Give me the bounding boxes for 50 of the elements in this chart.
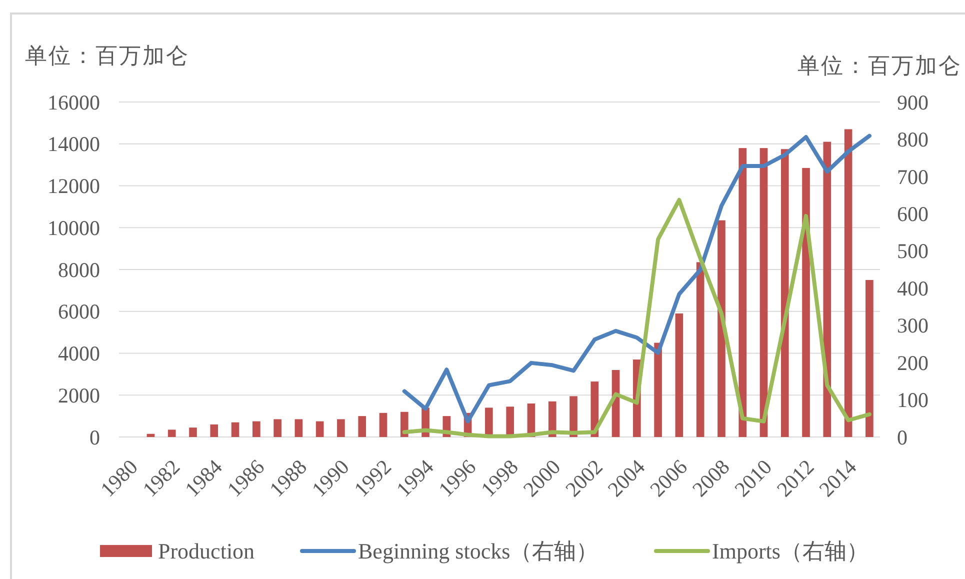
bar (231, 422, 240, 437)
bar (168, 430, 176, 437)
bar (823, 142, 832, 437)
y2-tick-label: 500 (897, 239, 928, 264)
bar (210, 424, 218, 437)
y-tick-label: 0 (90, 425, 100, 450)
bar (358, 416, 366, 437)
bar (738, 148, 747, 437)
y-axis-title: 单位：百万加仑 (25, 43, 190, 68)
y2-tick-label: 800 (897, 128, 928, 152)
y2-tick-label: 400 (897, 276, 928, 300)
bar (189, 428, 197, 437)
legend-label: Beginning stocks（右轴） (358, 538, 598, 564)
bar (337, 419, 345, 437)
line-series (402, 134, 872, 424)
y2-tick-label: 600 (897, 202, 928, 226)
bar (844, 129, 852, 437)
y2-tick-label: 0 (897, 425, 908, 450)
y2-tick-label: 700 (897, 164, 928, 189)
legend-label: Imports（右轴） (712, 538, 868, 564)
y-tick-label: 16000 (48, 90, 100, 114)
y2-tick-label: 300 (897, 314, 928, 338)
y-tick-label: 8000 (58, 258, 100, 282)
bar (718, 220, 726, 437)
y2-tick-label: 200 (897, 350, 928, 375)
y-tick-label: 6000 (58, 300, 100, 324)
bar (696, 262, 704, 437)
bar (760, 148, 768, 437)
bar (252, 421, 260, 437)
y-tick-label: 10000 (48, 216, 100, 240)
legend-label: Production (158, 538, 255, 564)
bar (780, 149, 789, 437)
y-tick-label: 2000 (58, 383, 100, 408)
bar (316, 421, 324, 437)
bar (294, 419, 303, 437)
bar (802, 168, 810, 437)
bar (274, 419, 282, 437)
y-tick-label: 14000 (48, 132, 100, 156)
y2-axis-title: 单位：百万加仑 (798, 53, 962, 78)
y2-tick-label: 100 (897, 388, 928, 412)
y2-tick-label: 900 (897, 90, 928, 114)
bar (866, 280, 874, 437)
y-tick-label: 12000 (48, 174, 100, 198)
line-series (402, 198, 872, 438)
bar (570, 396, 578, 437)
bar (675, 313, 684, 437)
y-tick-label: 4000 (58, 342, 100, 366)
bar (146, 434, 155, 437)
bar (379, 412, 388, 437)
bar (654, 342, 662, 437)
